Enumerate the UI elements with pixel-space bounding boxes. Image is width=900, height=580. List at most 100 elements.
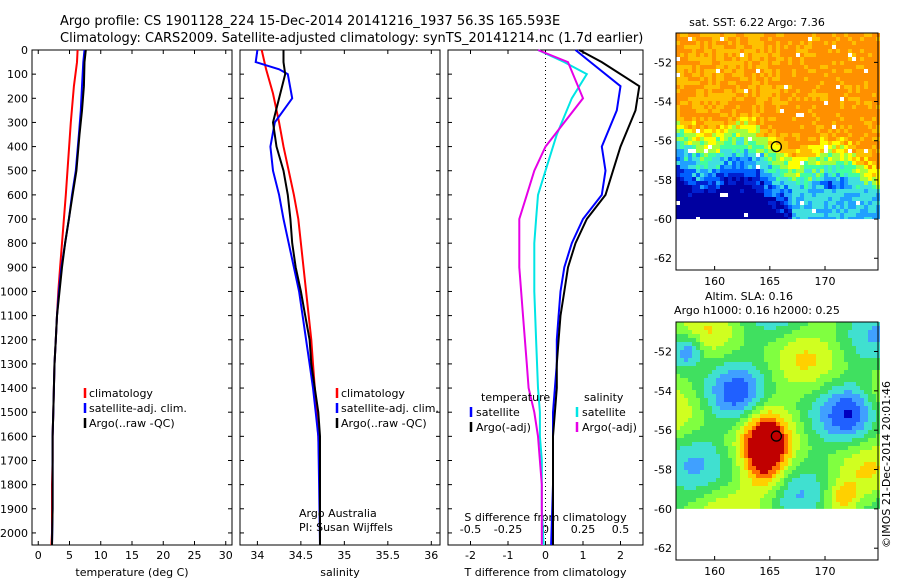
map-cell (792, 382, 796, 386)
map-cell (768, 482, 772, 486)
map-cell (836, 109, 840, 113)
map-cell (756, 430, 760, 434)
map-cell (816, 462, 820, 466)
map-cell (868, 354, 872, 358)
map-cell (868, 97, 872, 101)
map-cell (840, 334, 844, 338)
map-cell (772, 494, 776, 498)
map-cell (680, 442, 684, 446)
map-cell (732, 374, 736, 378)
map-cell (792, 458, 796, 462)
map-cell (684, 121, 688, 125)
map-cell (760, 105, 764, 109)
map-cell (832, 85, 836, 89)
map-cell (836, 354, 840, 358)
map-cell (856, 77, 860, 81)
map-cell (764, 442, 768, 446)
map-cell (788, 490, 792, 494)
map-cell (848, 137, 852, 141)
map-cell (768, 33, 772, 37)
map-cell (860, 165, 864, 169)
map-cell (864, 370, 868, 374)
map-cell (716, 470, 720, 474)
map-cell (784, 326, 788, 330)
map-cell (704, 414, 708, 418)
map-cell (744, 482, 748, 486)
map-cell (688, 77, 692, 81)
map-cell (748, 73, 752, 77)
map-cell (764, 338, 768, 342)
map-cell (872, 378, 876, 382)
map-cell (700, 153, 704, 157)
map-cell (740, 494, 744, 498)
map-cell (800, 418, 804, 422)
map-cell (872, 454, 876, 458)
map-cell (692, 454, 696, 458)
map-cell (860, 145, 864, 149)
map-cell (760, 53, 764, 57)
map-cell (748, 366, 752, 370)
map-cell (812, 378, 816, 382)
map-cell (816, 169, 820, 173)
map-cell (864, 350, 868, 354)
map-cell (872, 342, 876, 346)
map-cell (756, 169, 760, 173)
map-cell (816, 189, 820, 193)
map-cell (732, 478, 736, 482)
map-cell (716, 366, 720, 370)
map-cell (756, 125, 760, 129)
map-cell (812, 129, 816, 133)
map-cell (764, 502, 768, 506)
map-cell (764, 157, 768, 161)
map-cell (728, 478, 732, 482)
map-cell (800, 93, 804, 97)
map-cell (696, 350, 700, 354)
map-cell (852, 326, 856, 330)
map-cell (692, 93, 696, 97)
map-cell (820, 117, 824, 121)
map-cell (860, 366, 864, 370)
map-cell (688, 390, 692, 394)
map-cell (832, 386, 836, 390)
map-cell (872, 494, 876, 498)
map-cell (740, 386, 744, 390)
map-cell (676, 390, 680, 394)
map-cell (800, 326, 804, 330)
map-cell (736, 450, 740, 454)
map-cell (792, 177, 796, 181)
map-cell (704, 462, 708, 466)
map-cell (704, 117, 708, 121)
map-cell (776, 326, 780, 330)
map-cell (868, 181, 872, 185)
map-cell (724, 113, 728, 117)
map-cell (812, 434, 816, 438)
map-cell (704, 426, 708, 430)
map-cell (800, 366, 804, 370)
map-cell (712, 466, 716, 470)
map-cell (712, 97, 716, 101)
map-cell (732, 137, 736, 141)
map-cell (768, 394, 772, 398)
map-cell (716, 129, 720, 133)
map-cell (872, 390, 876, 394)
map-cell (680, 49, 684, 53)
map-cell (768, 382, 772, 386)
map-cell (716, 358, 720, 362)
map-cell (800, 358, 804, 362)
map-cell (800, 173, 804, 177)
map-cell (776, 49, 780, 53)
map-cell (780, 181, 784, 185)
map-cell (708, 209, 712, 213)
map-cell (724, 181, 728, 185)
map-cell (720, 213, 724, 217)
map-cell (868, 442, 872, 446)
map-cell (824, 69, 828, 73)
map-cell (772, 426, 776, 430)
map-cell (744, 177, 748, 181)
map-cell (732, 446, 736, 450)
map-cell (728, 502, 732, 506)
map-cell (680, 414, 684, 418)
map-cell (688, 177, 692, 181)
map-cell (824, 434, 828, 438)
map-cell (768, 41, 772, 45)
